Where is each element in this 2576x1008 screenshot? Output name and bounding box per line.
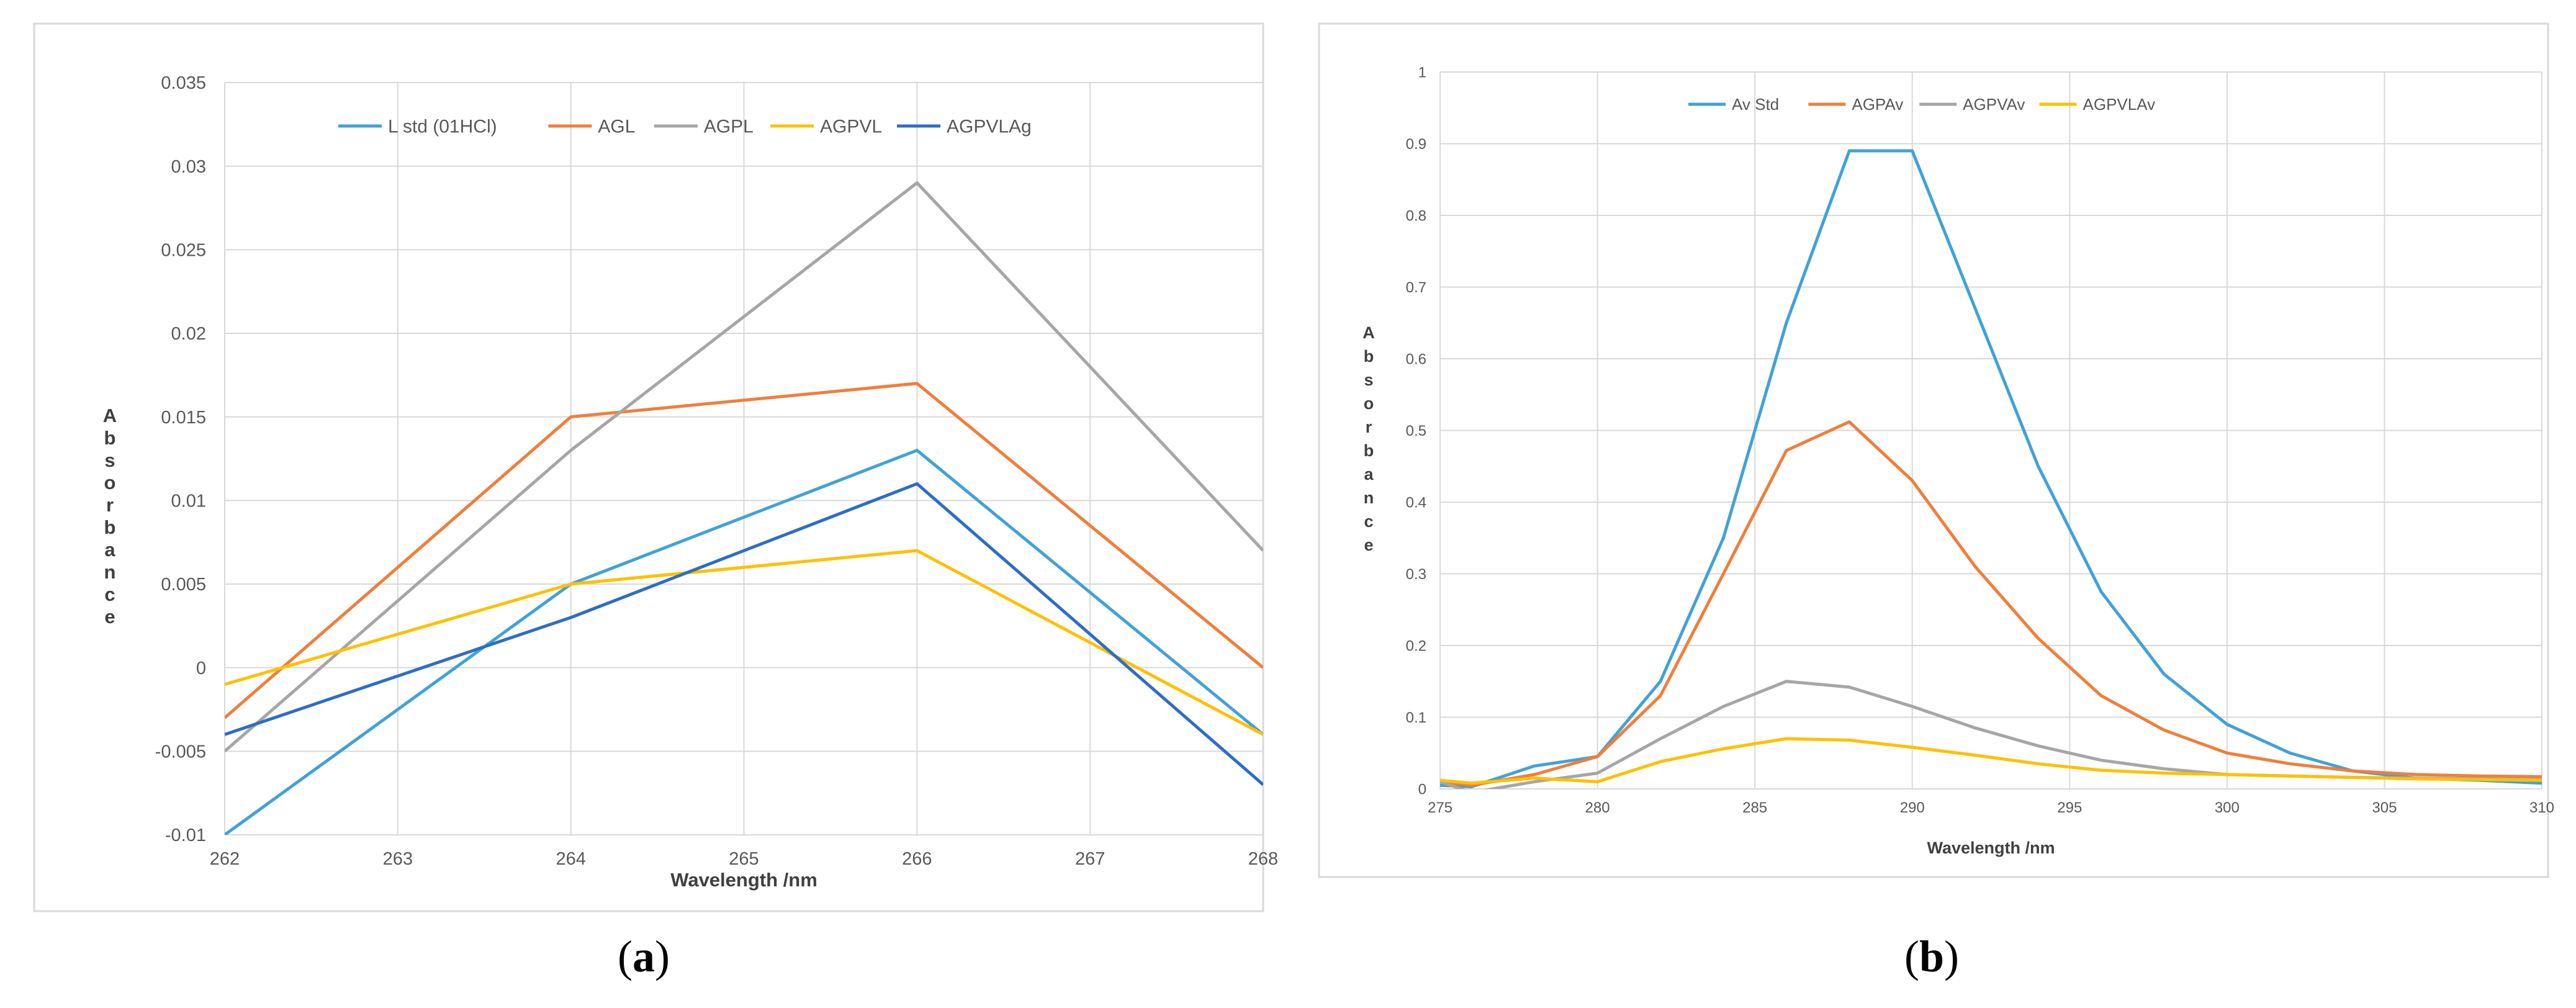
x-tick-label: 295 (2057, 799, 2082, 816)
caption-b-open: ( (1904, 932, 1919, 981)
y-tick-label: 0.6 (1406, 351, 1426, 367)
legend-label: AGPVL (820, 117, 882, 137)
y-tick-label: 0.9 (1406, 136, 1426, 153)
caption-a-close: ) (655, 932, 670, 981)
y-tick-label: 0.3 (1406, 566, 1426, 583)
legend-label: Av Std (1732, 95, 1779, 114)
series-line-agpvl (225, 549, 1263, 736)
x-tick-label: 280 (1585, 799, 1610, 816)
caption-b-letter: b (1919, 932, 1945, 981)
x-tick-label: 267 (1075, 849, 1105, 869)
y-tick-label: 0.015 (161, 408, 206, 428)
chart-frame (1318, 22, 2549, 878)
chart-panel-b: 0 0.1 0.2 0.3 0.4 0.5 0.6 0.7 0.8 0.9 1 275 280 285 29… (1288, 0, 2576, 1008)
legend-label: AGPL (704, 117, 754, 137)
legend-label: AGL (598, 117, 635, 137)
y-tick-label: 1 (1418, 64, 1426, 81)
series-line-agpvlag (225, 482, 1263, 786)
x-axis-title: Wavelength /nm (670, 869, 817, 891)
y-tick-label: 0.7 (1406, 279, 1426, 296)
y-tick-label: 0.025 (161, 240, 206, 260)
chart-frame (33, 22, 1264, 912)
y-tick-label: -0.005 (155, 742, 206, 762)
y-tick-label: 0.4 (1406, 494, 1426, 511)
series-line-l-std-01hcl- (225, 449, 1263, 835)
y-tick-label: 0.01 (171, 491, 206, 511)
x-tick-label: 300 (2215, 799, 2240, 816)
y-tick-label: 0.5 (1406, 423, 1426, 439)
y-tick-label: 0.035 (161, 73, 206, 93)
chart-panel-a: -0.01 -0.005 0 0.005 0.01 0.015 0.02 0.025 0.03 0… (33, 22, 1278, 912)
x-tick-label: 290 (1900, 799, 1925, 816)
x-tick-label: 310 (2529, 799, 2554, 816)
x-tick-label: 305 (2372, 799, 2397, 816)
chart-b: 0 0.1 0.2 0.3 0.4 0.5 0.6 0.7 0.8 0.9 1 275 280 285 29… (1318, 22, 2554, 878)
series-line-agpvlav (1440, 737, 2542, 785)
x-tick-label: 285 (1742, 799, 1767, 816)
legend-label: AGPVLAg (947, 117, 1032, 137)
x-axis-title: Wavelength /nm (1927, 839, 2055, 857)
y-tick-label: 0.8 (1406, 207, 1426, 224)
caption-a-letter: a (633, 932, 655, 981)
legend-label: AGPVAv (1963, 95, 2025, 114)
caption-b: (b) (1839, 931, 2025, 983)
caption-b-close: ) (1944, 932, 1959, 981)
y-tick-label: 0.2 (1406, 637, 1426, 654)
legend-label: AGPVLAv (2083, 95, 2156, 114)
x-tick-label: 264 (556, 849, 585, 869)
x-tick-label: 268 (1248, 849, 1278, 869)
legend-label: L std (01HCl) (388, 117, 497, 137)
series-line-agpl (225, 181, 1263, 753)
caption-a-open: ( (618, 932, 633, 981)
y-tick-label: 0 (1418, 781, 1426, 798)
y-tick-label: 0.1 (1406, 709, 1426, 726)
y-tick-label: 0.005 (161, 575, 206, 595)
x-tick-label: 265 (729, 849, 759, 869)
caption-a: (a) (551, 931, 737, 983)
series-line-agl (225, 382, 1263, 719)
legend-label: AGPAv (1852, 95, 1903, 114)
x-tick-label: 275 (1428, 799, 1452, 816)
x-tick-label: 263 (383, 849, 413, 869)
x-tick-label: 262 (210, 849, 240, 869)
y-tick-label: 0.03 (171, 157, 206, 177)
y-tick-label: -0.01 (165, 826, 206, 845)
x-tick-label: 266 (902, 849, 932, 869)
y-tick-label: 0.02 (171, 324, 206, 344)
series-line-agpav (1440, 420, 2542, 787)
chart-a: -0.01 -0.005 0 0.005 0.01 0.015 0.02 0.025 0.03 0… (33, 22, 1278, 912)
y-tick-label: 0 (196, 659, 206, 678)
